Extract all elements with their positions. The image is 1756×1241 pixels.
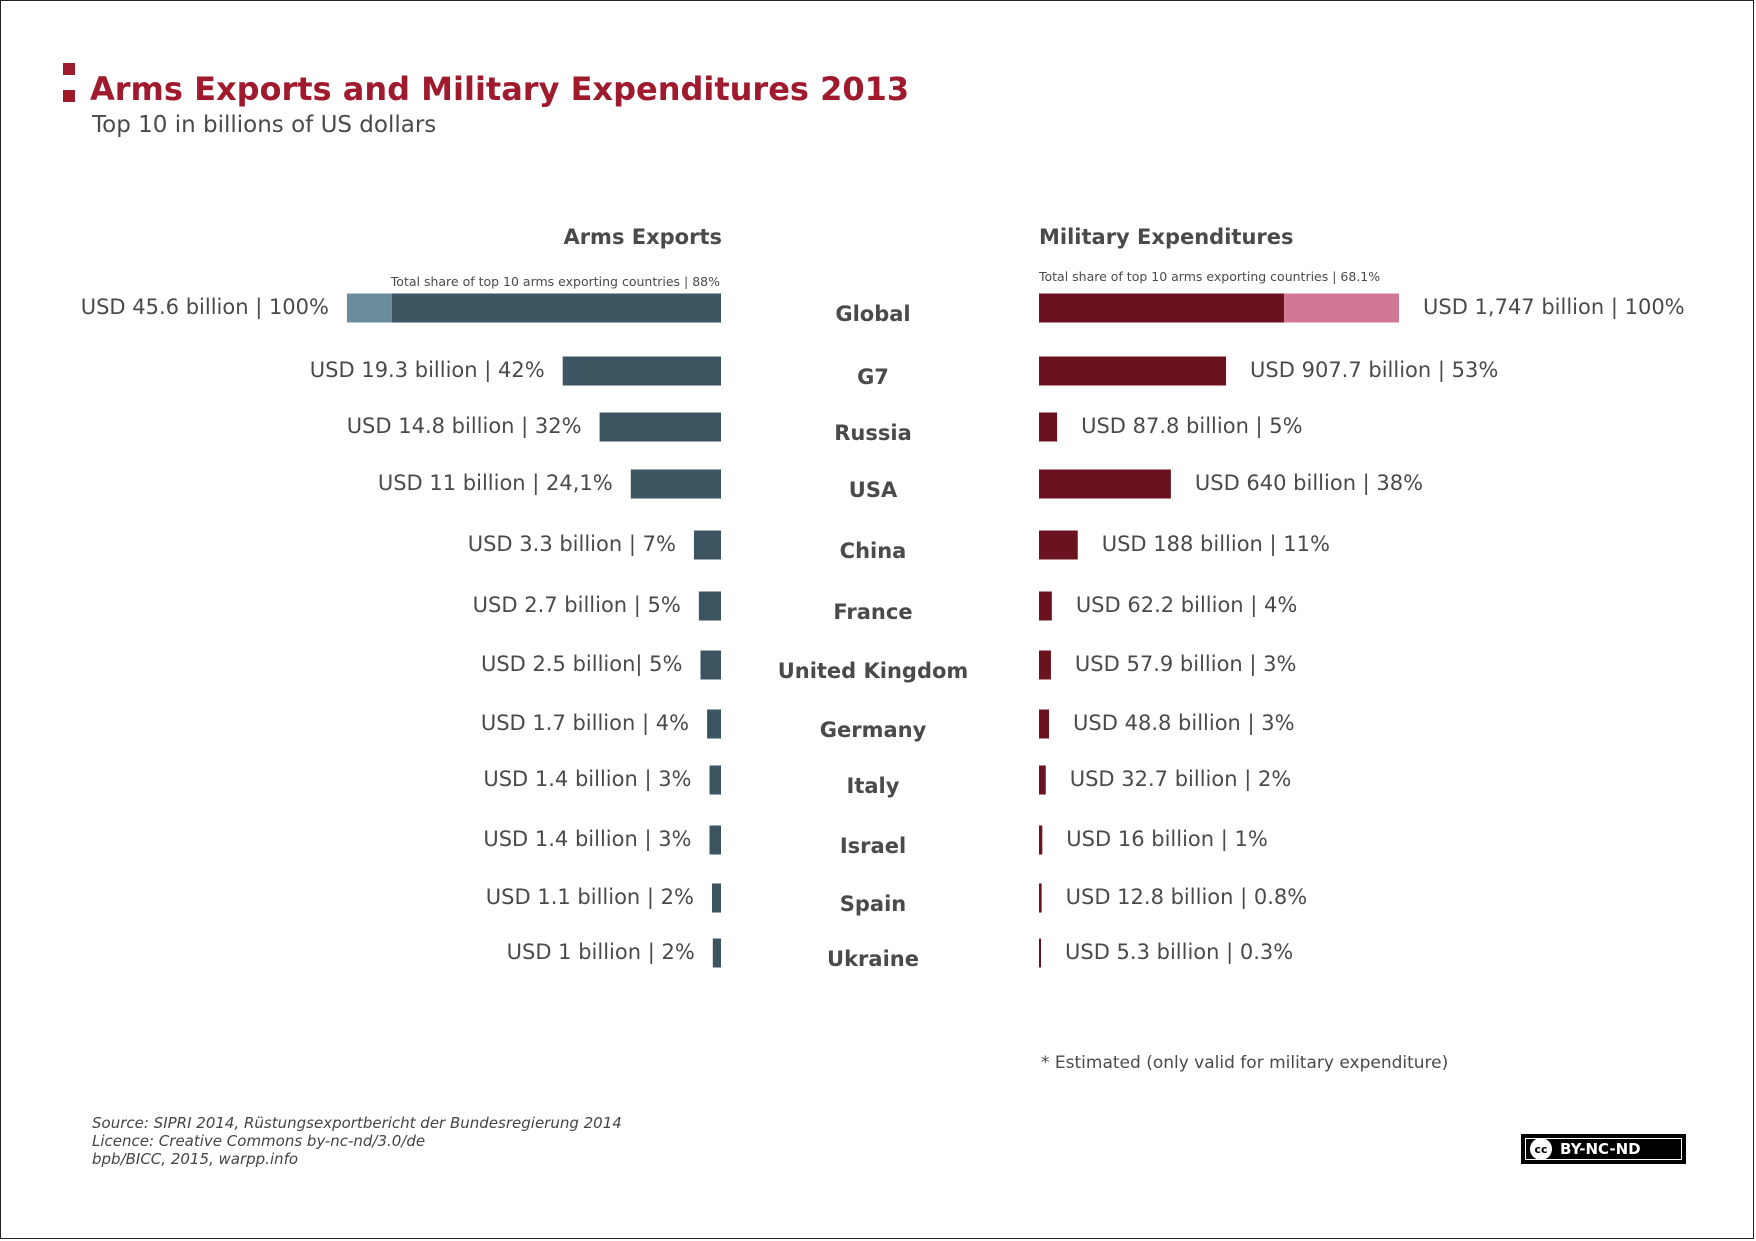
- cc-license-badge: cc BY-NC-ND: [1521, 1134, 1686, 1164]
- arms-exports-bar: [562, 356, 721, 386]
- military-expenditures-value-label: USD 5.3 billion | 0.3%: [1065, 940, 1293, 965]
- category-label: United Kingdom: [778, 659, 969, 683]
- arms-exports-value-label: USD 1.1 billion | 2%: [486, 885, 694, 910]
- estimate-footnote: * Estimated (only valid for military exp…: [1041, 1053, 1448, 1073]
- category-label: Spain: [840, 892, 906, 916]
- arms-exports-value-label: USD 19.3 billion | 42%: [310, 358, 545, 383]
- category-label: USA: [849, 478, 898, 502]
- cc-icon: cc: [1530, 1138, 1552, 1160]
- military-expenditures-value-label: USD 87.8 billion | 5%: [1081, 414, 1303, 439]
- military-expenditures-bar: [1039, 765, 1046, 795]
- category-label: France: [833, 600, 912, 624]
- arms-exports-bar: [700, 650, 721, 680]
- arms-exports-value-label: USD 2.7 billion | 5%: [473, 593, 681, 618]
- military-expenditures-value-label: USD 32.7 billion | 2%: [1070, 767, 1292, 792]
- arms-exports-bar: [630, 469, 721, 499]
- military-expenditures-bar: [1039, 412, 1058, 442]
- arms-exports-bar: [709, 825, 721, 855]
- military-expenditures-heading: Military Expenditures: [1039, 225, 1294, 249]
- military-expenditures-value-label: USD 1,747 billion | 100%: [1423, 295, 1685, 320]
- military-expenditures-bar: [1039, 530, 1078, 560]
- arms-exports-value-label: USD 3.3 billion | 7%: [468, 532, 676, 557]
- arms-exports-value-label: USD 2.5 billion| 5%: [481, 652, 683, 677]
- military-expenditures-value-label: USD 62.2 billion | 4%: [1076, 593, 1298, 618]
- category-label: G7: [857, 365, 889, 389]
- category-label: Global: [835, 302, 910, 326]
- arms-exports-bar: [712, 938, 721, 968]
- military-expenditures-bar: [1039, 356, 1227, 386]
- title-marker: [63, 90, 75, 102]
- military-expenditures-bar: [1039, 650, 1051, 680]
- category-label: Italy: [847, 774, 900, 798]
- credit-text: bpb/BICC, 2015, warpp.info: [92, 1150, 299, 1168]
- arms-exports-value-label: USD 14.8 billion | 32%: [347, 414, 582, 439]
- arms-exports-heading: Arms Exports: [563, 225, 722, 249]
- military-expenditures-value-label: USD 640 billion | 38%: [1195, 471, 1423, 496]
- military-expenditures-value-label: USD 907.7 billion | 53%: [1250, 358, 1498, 383]
- military-expenditures-bar: [1039, 709, 1050, 739]
- category-label: Ukraine: [827, 947, 919, 971]
- title-marker: [63, 63, 75, 75]
- military-expenditures-value-label: USD 12.8 billion | 0.8%: [1066, 885, 1308, 910]
- military-expenditures-bar: [1039, 293, 1285, 323]
- arms-exports-bar: [391, 293, 721, 323]
- category-label: Israel: [840, 834, 906, 858]
- military-expenditures-share-note: Total share of top 10 arms exporting cou…: [1038, 269, 1380, 284]
- arms-exports-bar: [709, 765, 721, 795]
- arms-exports-bar: [693, 530, 721, 560]
- cc-license-label: BY-NC-ND: [1560, 1140, 1641, 1158]
- military-expenditures-bar: [1039, 469, 1171, 499]
- category-label: Germany: [820, 718, 927, 742]
- category-label: Russia: [834, 421, 912, 445]
- arms-exports-value-label: USD 1.4 billion | 3%: [483, 827, 691, 852]
- military-expenditures-bar: [1039, 938, 1041, 968]
- military-expenditures-value-label: USD 16 billion | 1%: [1066, 827, 1268, 852]
- arms-exports-value-label: USD 45.6 billion | 100%: [81, 295, 329, 320]
- military-expenditures-value-label: USD 48.8 billion | 3%: [1073, 711, 1295, 736]
- military-expenditures-bar: [1039, 883, 1042, 913]
- arms-exports-value-label: USD 1.4 billion | 3%: [483, 767, 691, 792]
- arms-exports-value-label: USD 11 billion | 24,1%: [378, 471, 613, 496]
- military-expenditures-value-label: USD 188 billion | 11%: [1102, 532, 1330, 557]
- military-expenditures-bar: [1039, 825, 1043, 855]
- arms-exports-bar: [698, 591, 721, 621]
- military-expenditures-remainder-bar: [1284, 293, 1399, 323]
- military-expenditures-bar: [1039, 591, 1052, 621]
- licence-text: Licence: Creative Commons by-nc-nd/3.0/d…: [92, 1132, 426, 1150]
- military-expenditures-value-label: USD 57.9 billion | 3%: [1075, 652, 1297, 677]
- arms-exports-bar: [707, 709, 721, 739]
- source-footer: Source: SIPRI 2014, Rüstungsexportberich…: [92, 1114, 622, 1168]
- arms-exports-value-label: USD 1 billion | 2%: [507, 940, 695, 965]
- page-subtitle: Top 10 in billions of US dollars: [92, 112, 437, 138]
- category-label: China: [840, 539, 907, 563]
- arms-exports-value-label: USD 1.7 billion | 4%: [481, 711, 689, 736]
- page-title: Arms Exports and Military Expenditures 2…: [90, 70, 910, 108]
- arms-exports-bar: [711, 883, 721, 913]
- arms-exports-remainder-bar: [347, 293, 392, 323]
- source-text: Source: SIPRI 2014, Rüstungsexportberich…: [92, 1114, 622, 1132]
- arms-exports-bar: [599, 412, 721, 442]
- arms-exports-share-note: Total share of top 10 arms exporting cou…: [390, 274, 720, 289]
